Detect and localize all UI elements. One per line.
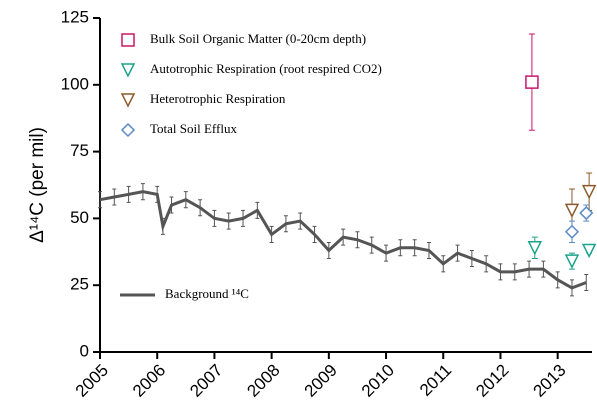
y-tick-label: 75 xyxy=(70,141,89,160)
marker xyxy=(579,205,594,221)
y-axis-label: Δ¹⁴C (per mil) xyxy=(27,127,48,243)
marker xyxy=(527,241,543,256)
x-tick-label: 2005 xyxy=(72,361,112,401)
legend-marker xyxy=(121,33,135,47)
marker xyxy=(525,75,539,89)
marker xyxy=(564,224,580,239)
y-tick-label: 100 xyxy=(61,74,89,93)
y-tick-label: 125 xyxy=(61,7,89,26)
legend-label: Bulk Soil Organic Matter (0-20cm depth) xyxy=(150,31,366,46)
marker xyxy=(581,184,597,200)
marker xyxy=(564,254,580,269)
x-tick-label: 2012 xyxy=(472,361,512,401)
legend-label: Heterotrophic Respiration xyxy=(150,91,286,106)
legend-marker xyxy=(120,63,136,78)
x-tick-label: 2006 xyxy=(129,361,169,401)
legend-marker xyxy=(120,122,136,138)
legend-label: Autotrophic Respiration (root respired C… xyxy=(150,61,382,76)
y-tick-label: 25 xyxy=(70,275,89,294)
legend-label: Background ¹⁴C xyxy=(165,286,249,301)
x-tick-label: 2009 xyxy=(301,361,341,401)
legend-marker xyxy=(120,93,136,108)
legend-label: Total Soil Efflux xyxy=(150,121,237,136)
marker xyxy=(581,243,597,259)
x-tick-label: 2013 xyxy=(529,361,569,401)
line xyxy=(99,190,587,290)
x-tick-label: 2010 xyxy=(358,361,398,401)
x-tick-label: 2008 xyxy=(243,361,283,401)
x-tick-label: 2007 xyxy=(186,361,226,401)
x-tick-label: 2011 xyxy=(416,361,455,400)
marker xyxy=(564,203,580,219)
y-tick-label: 50 xyxy=(70,208,89,227)
y-tick-label: 0 xyxy=(80,341,89,360)
